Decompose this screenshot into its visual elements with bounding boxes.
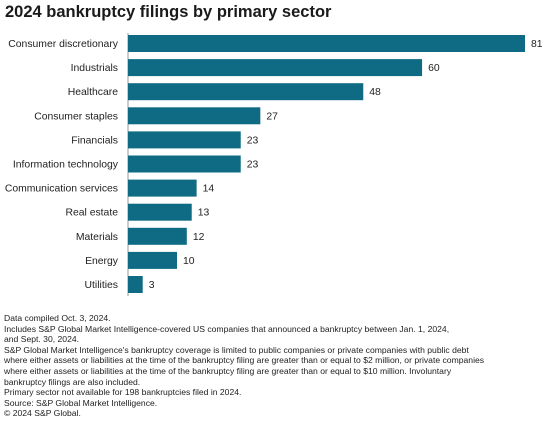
category-label: Consumer staples	[34, 111, 118, 122]
category-label: Financials	[71, 135, 118, 146]
value-label: 48	[369, 87, 381, 98]
category-label: Consumer discretionary	[8, 39, 119, 50]
value-label: 13	[198, 208, 210, 219]
category-label: Communication services	[5, 184, 118, 195]
value-label: 12	[193, 232, 205, 243]
bar	[128, 35, 525, 52]
footnote-line: Primary sector not available for 198 ban…	[4, 387, 242, 398]
value-label: 23	[247, 135, 259, 146]
value-label: 23	[247, 160, 259, 171]
footnote-line: S&P Global Market Intelligence's bankrup…	[4, 344, 469, 355]
bar	[128, 179, 197, 197]
category-label: Industrials	[71, 63, 118, 74]
footnote-line: © 2024 S&P Global.	[4, 408, 81, 419]
bar	[128, 227, 187, 245]
bar	[128, 203, 192, 221]
bar	[128, 251, 178, 269]
category-label: Utilities	[85, 280, 119, 291]
bar	[128, 59, 423, 77]
footnote-line: and Sept. 30, 2024.	[4, 334, 80, 345]
value-label: 10	[183, 256, 195, 267]
bar	[128, 276, 143, 293]
category-label: Energy	[85, 256, 119, 267]
bar	[128, 107, 261, 125]
category-label: Real estate	[65, 208, 118, 219]
category-label: Materials	[76, 232, 118, 243]
bar-chart: Consumer discretionary 81 Industrials 60 Hea…	[5, 33, 543, 296]
value-label: 3	[149, 280, 155, 291]
footnote-line: Source: S&P Global Market Intelligence.	[4, 397, 158, 408]
category-label: Healthcare	[68, 87, 118, 98]
value-label: 27	[266, 111, 278, 122]
value-label: 60	[428, 63, 440, 74]
bar	[128, 155, 241, 173]
value-label: 81	[531, 39, 543, 50]
footnote-line: Data compiled Oct. 3, 2024.	[4, 313, 111, 323]
bar	[128, 131, 241, 149]
chart-title: 2024 bankruptcy filings by primary secto…	[5, 3, 332, 21]
value-label: 14	[203, 184, 215, 195]
footnote-line: Includes S&P Global Market Intelligence-…	[4, 323, 450, 334]
footnote-line: where either assets or liabilities at th…	[4, 355, 485, 366]
footnote-line: where either assets or liabilities at th…	[4, 365, 452, 376]
footnote-line: bankruptcy filings are also included.	[4, 376, 141, 387]
footnotes: Data compiled Oct. 3, 2024. Includes S&P …	[4, 313, 549, 419]
bar	[128, 83, 364, 101]
category-label: Information technology	[13, 160, 119, 171]
